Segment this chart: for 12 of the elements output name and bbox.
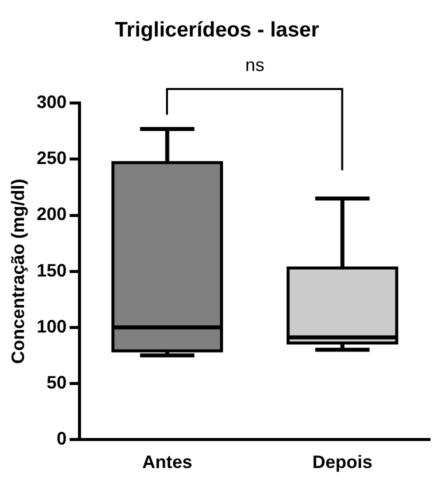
y-tick-label: 0 — [56, 428, 67, 448]
y-axis-title: Concentração (mg/dl) — [8, 178, 28, 364]
x-tick-label: Antes — [142, 452, 192, 472]
y-tick-label: 300 — [36, 92, 67, 112]
x-tick-label: Depois — [312, 452, 372, 472]
y-tick-label: 50 — [46, 372, 67, 392]
chart-title: Triglicerídeos - laser — [114, 18, 320, 42]
y-tick-label: 100 — [36, 316, 67, 336]
y-tick-label: 150 — [36, 260, 67, 280]
y-tick-label: 250 — [36, 148, 67, 168]
y-tick-label: 200 — [36, 204, 67, 224]
text: ns — [245, 55, 264, 76]
